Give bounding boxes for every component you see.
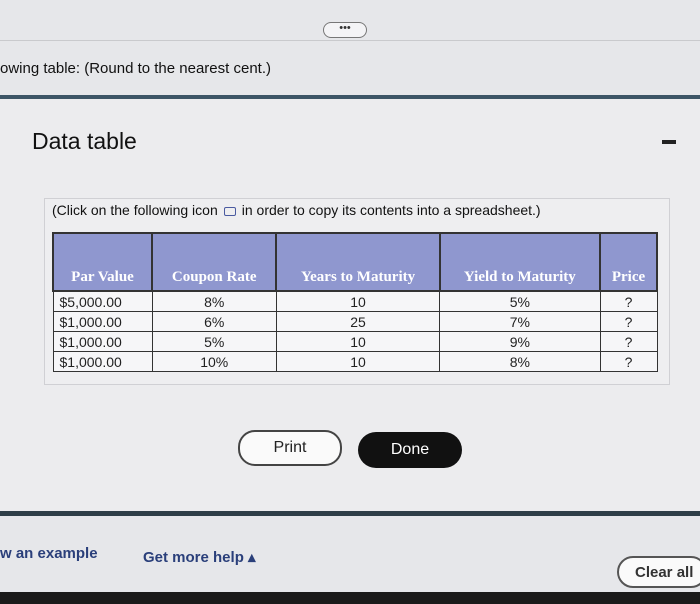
header-yield-to-maturity: Yield to Maturity — [438, 232, 602, 292]
header-price: Price — [599, 232, 658, 292]
cell-coupon-rate: 10% — [151, 351, 277, 372]
copy-instruction: (Click on the following icon in order to … — [52, 202, 541, 218]
print-button[interactable]: Print — [238, 430, 342, 466]
minimize-icon[interactable] — [662, 140, 676, 144]
cell-yield-to-maturity: 7% — [439, 311, 601, 332]
cell-yield-to-maturity: 9% — [439, 331, 601, 352]
cell-coupon-rate: 6% — [151, 311, 277, 332]
question-instruction: owing table: (Round to the nearest cent.… — [0, 60, 271, 77]
copy-prefix: (Click on the following icon — [52, 202, 218, 218]
divider — [0, 511, 700, 516]
cell-years-to-maturity: 10 — [275, 290, 441, 312]
table-row: $5,000.00 8% 10 5%? — [52, 290, 658, 312]
cell-years-to-maturity: 25 — [275, 311, 441, 332]
cell-yield-to-maturity: 8% — [439, 351, 601, 372]
table-row: $1,000.00 10% 10 8%? — [52, 351, 658, 372]
divider — [0, 95, 700, 99]
cell-price: ? — [599, 311, 658, 332]
cell-coupon-rate: 8% — [151, 290, 277, 312]
cell-years-to-maturity: 10 — [275, 351, 441, 372]
data-table: Par Value Coupon Rate Years to Maturity … — [51, 232, 658, 372]
divider — [0, 40, 700, 41]
header-coupon-rate: Coupon Rate — [151, 232, 278, 292]
copy-suffix: in order to copy its contents into a spr… — [241, 202, 541, 218]
cell-price: ? — [599, 331, 658, 352]
table-row: $1,000.00 6% 25 7%? — [52, 311, 658, 332]
cell-yield-to-maturity: 5% — [439, 290, 601, 312]
done-button[interactable]: Done — [358, 432, 462, 468]
clear-all-button[interactable]: Clear all — [617, 556, 700, 588]
cell-par-value: $5,000.00 — [52, 290, 153, 312]
more-button[interactable]: ••• — [323, 22, 367, 38]
cell-par-value: $1,000.00 — [52, 351, 153, 372]
cell-par-value: $1,000.00 — [52, 311, 153, 332]
cell-years-to-maturity: 10 — [275, 331, 441, 352]
cell-par-value: $1,000.00 — [52, 331, 153, 352]
table-row: $1,000.00 5% 10 9%? — [52, 331, 658, 352]
cell-price: ? — [599, 290, 658, 312]
cell-coupon-rate: 5% — [151, 331, 277, 352]
cell-price: ? — [599, 351, 658, 372]
copy-icon[interactable] — [223, 206, 236, 216]
get-more-help-link[interactable]: Get more help ▴ — [143, 549, 256, 566]
dialog-title: Data table — [32, 128, 137, 154]
screen-bezel — [0, 592, 700, 604]
view-example-link[interactable]: w an example — [0, 545, 98, 562]
header-years-to-maturity: Years to Maturity — [275, 232, 441, 292]
header-par-value: Par Value — [51, 232, 154, 292]
